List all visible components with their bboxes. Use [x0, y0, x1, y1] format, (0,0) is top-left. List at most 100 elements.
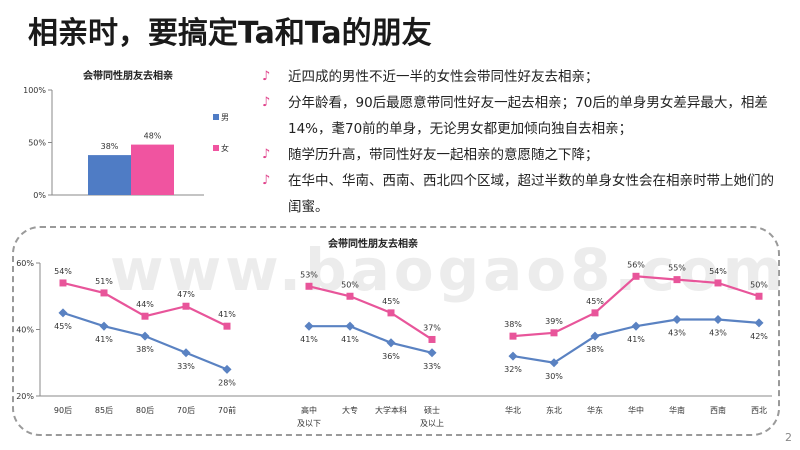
data-label-female: 38%	[504, 320, 522, 329]
x-tick-label: 大专	[342, 405, 358, 415]
bullet-text: 在华中、华南、西南、西北四个区域，超过半数的单身女性会在相亲时带上她们的闺蜜。	[288, 173, 774, 215]
point-male	[713, 314, 723, 325]
chart-title: 会带同性朋友去相亲	[83, 69, 173, 82]
point-female	[182, 302, 190, 310]
data-label-male: 36%	[382, 352, 400, 361]
point-male	[222, 364, 232, 374]
x-tick-label: 70后	[177, 405, 195, 415]
data-label-male: 33%	[423, 362, 441, 371]
x-tick-label: 东北	[546, 405, 562, 415]
data-label-male: 43%	[668, 329, 686, 338]
point-male	[672, 314, 682, 325]
data-label-female: 37%	[423, 323, 441, 332]
data-label-male: 41%	[341, 335, 359, 344]
x-tick-label: 西南	[710, 405, 726, 415]
legend-label: 男	[221, 113, 229, 122]
point-male	[386, 338, 396, 348]
point-female	[141, 312, 149, 320]
point-female	[223, 322, 231, 330]
data-label-female: 39%	[545, 317, 563, 326]
x-tick-label: 80后	[136, 405, 154, 415]
point-male	[99, 321, 109, 331]
y-tick-label: 100%	[23, 86, 46, 95]
bullet-text: 近四成的男性不近一半的女性会带同性好友去相亲；	[288, 69, 599, 85]
y-tick-label: 40%	[16, 326, 34, 335]
y-tick-label: 60%	[16, 259, 34, 268]
chart-title: 会带同性朋友去相亲	[328, 237, 418, 250]
data-label-female: 47%	[177, 290, 195, 299]
bullet-item: ♪ 在华中、华南、西南、西北四个区域，超过半数的单身女性会在相亲时带上她们的闺蜜。	[262, 168, 782, 220]
data-label-female: 55%	[668, 264, 686, 273]
line-chart: 会带同性朋友去相亲 20% 40% 60% 45% 41% 38% 33% 28% 54% 51% 4…	[16, 237, 772, 428]
data-label-male: 41%	[627, 335, 645, 344]
point-female	[428, 335, 436, 343]
point-female	[673, 276, 681, 284]
point-female	[346, 292, 354, 300]
point-male	[631, 321, 641, 331]
point-female	[100, 289, 108, 297]
bar-data-label: 38%	[101, 142, 119, 151]
data-label-male: 45%	[54, 322, 72, 331]
point-female	[59, 279, 67, 287]
series-line-female	[308, 285, 433, 341]
data-label-male: 43%	[709, 329, 727, 338]
dashed-frame	[12, 226, 780, 436]
point-female	[509, 332, 517, 340]
data-label-male: 33%	[177, 362, 195, 371]
x-tick-label: 西北	[751, 406, 767, 415]
x-tick-label: 华南	[669, 405, 685, 415]
x-tick-label: 85后	[95, 405, 113, 415]
legend-swatch	[213, 145, 219, 151]
point-female	[550, 329, 558, 337]
point-female	[387, 309, 395, 317]
data-label-female: 45%	[382, 297, 400, 306]
point-female	[755, 292, 763, 300]
x-tick-label: 大学本科	[375, 405, 407, 415]
note-icon: ♪	[262, 173, 271, 188]
data-label-male: 32%	[504, 365, 522, 374]
bullet-text: 分年龄看，90后最愿意带同性好友一起去相亲；70后的单身男女差异最大，相差14%…	[288, 95, 768, 137]
point-male	[754, 318, 764, 328]
bullet-item: ♪ 分年龄看，90后最愿意带同性好友一起去相亲；70后的单身男女差异最大，相差14…	[262, 90, 782, 142]
data-label-female: 53%	[300, 270, 318, 279]
legend-label: 女	[221, 143, 229, 153]
point-male	[345, 321, 355, 331]
note-icon: ♪	[262, 147, 271, 162]
bullet-item: ♪ 随学历升高，带同性好友一起相亲的意愿随之下降；	[262, 142, 782, 168]
data-label-male: 42%	[750, 332, 768, 341]
x-tick-label: 硕士及以上	[420, 405, 444, 428]
point-male	[508, 351, 518, 361]
data-label-male: 38%	[586, 345, 604, 354]
data-label-female: 54%	[709, 267, 727, 276]
point-male	[427, 348, 437, 358]
bullet-item: ♪ 近四成的男性不近一半的女性会带同性好友去相亲；	[262, 64, 782, 90]
x-tick-label: 70前	[218, 405, 236, 415]
x-tick-label: 华北	[505, 405, 521, 415]
data-label-female: 44%	[136, 300, 154, 309]
page-number: 2	[785, 431, 792, 444]
data-label-female: 54%	[54, 267, 72, 276]
data-label-male: 30%	[545, 372, 563, 381]
y-tick-label: 20%	[16, 392, 34, 401]
bar-data-label: 48%	[144, 132, 162, 141]
point-male	[304, 321, 314, 331]
note-icon: ♪	[262, 69, 271, 84]
point-male	[181, 348, 191, 358]
point-female	[632, 272, 640, 280]
bullet-list: ♪ 近四成的男性不近一半的女性会带同性好友去相亲； ♪ 分年龄看，90后最愿意带同性…	[262, 64, 782, 220]
point-female	[305, 282, 313, 290]
point-male	[140, 331, 150, 341]
page-title: 相亲时，要搞定Ta和Ta的朋友	[28, 16, 432, 51]
y-tick-label: 50%	[28, 139, 46, 148]
x-tick-label: 高中及以下	[297, 405, 321, 428]
x-tick-label: 90后	[54, 405, 72, 415]
legend-swatch	[213, 114, 219, 120]
bar-male	[88, 155, 131, 195]
data-label-male: 41%	[95, 335, 113, 344]
data-label-female: 41%	[218, 310, 236, 319]
data-label-male: 28%	[218, 378, 236, 387]
data-label-female: 56%	[627, 260, 645, 269]
note-icon: ♪	[262, 95, 271, 110]
small-bar-chart: 会带同性朋友去相亲 0% 50% 100% 38% 男 48% 女	[23, 69, 229, 200]
point-female	[591, 309, 599, 317]
